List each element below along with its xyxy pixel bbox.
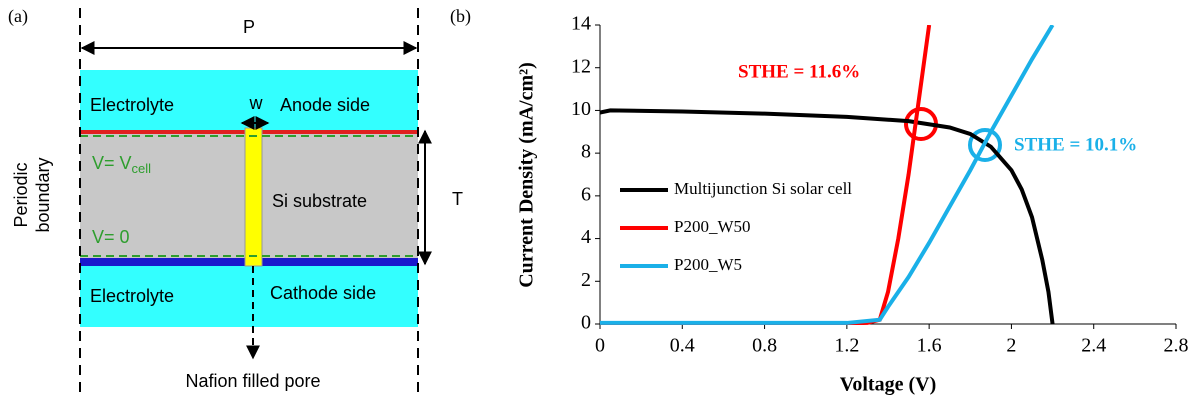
x-tick-label: 1.6 — [917, 335, 942, 357]
x-tick-label: 0 — [595, 335, 605, 357]
y-tick-label: 6 — [581, 183, 591, 205]
x-tick-label: 2 — [1006, 335, 1016, 357]
label: Anode side — [280, 95, 370, 115]
label: cell — [132, 161, 152, 176]
y-tick-label: 4 — [581, 226, 591, 248]
panel-label: (b) — [450, 6, 471, 27]
label: V= 0 — [92, 227, 130, 247]
x-tick-label: 0.4 — [670, 335, 695, 357]
label: Electrolyte — [90, 286, 174, 306]
data-line — [600, 25, 1055, 325]
electrolyte-bottom — [80, 266, 418, 327]
label: boundary — [33, 157, 53, 232]
label: Si substrate — [272, 191, 367, 211]
pore — [244, 127, 263, 267]
label: Periodic — [11, 162, 31, 227]
legend-label: P200_W50 — [674, 217, 751, 236]
annotation: STHE = 11.6% — [738, 61, 860, 82]
annotation: STHE = 10.1% — [1014, 134, 1137, 155]
y-tick-label: 10 — [571, 98, 591, 120]
label: w — [249, 93, 264, 113]
legend-label: Multijunction Si solar cell — [674, 179, 852, 198]
highlight-circle — [968, 128, 1002, 162]
y-tick-label: 0 — [581, 312, 591, 334]
label: V= V — [92, 153, 132, 173]
panel-b: (b) Voltage (V) Current Density (mA/cm²)… — [450, 6, 1189, 395]
label: P — [243, 17, 255, 37]
y-tick-label: 12 — [571, 55, 591, 77]
label: Electrolyte — [90, 95, 174, 115]
legend-label: P200_W5 — [674, 255, 742, 274]
label: T — [452, 189, 463, 209]
label: Cathode side — [270, 283, 376, 303]
y-axis-label: Current Density (mA/cm²) — [516, 62, 538, 288]
x-axis-label: Voltage (V) — [840, 374, 936, 396]
y-tick-label: 14 — [571, 13, 591, 35]
label: Nafion filled pore — [185, 371, 320, 391]
label: V= Vcell — [92, 153, 151, 177]
x-tick-label: 0.8 — [752, 335, 777, 357]
data-line — [600, 108, 1055, 325]
y-tick-label: 2 — [581, 269, 591, 291]
panel-a: (a) P w Electrolyte Anode side V= Vcell … — [8, 6, 463, 398]
x-tick-label: 2.4 — [1081, 335, 1106, 357]
x-tick-label: 1.2 — [834, 335, 859, 357]
y-tick-label: 8 — [581, 141, 591, 163]
x-tick-label: 2.8 — [1164, 335, 1189, 357]
panel-label: (a) — [8, 6, 28, 27]
